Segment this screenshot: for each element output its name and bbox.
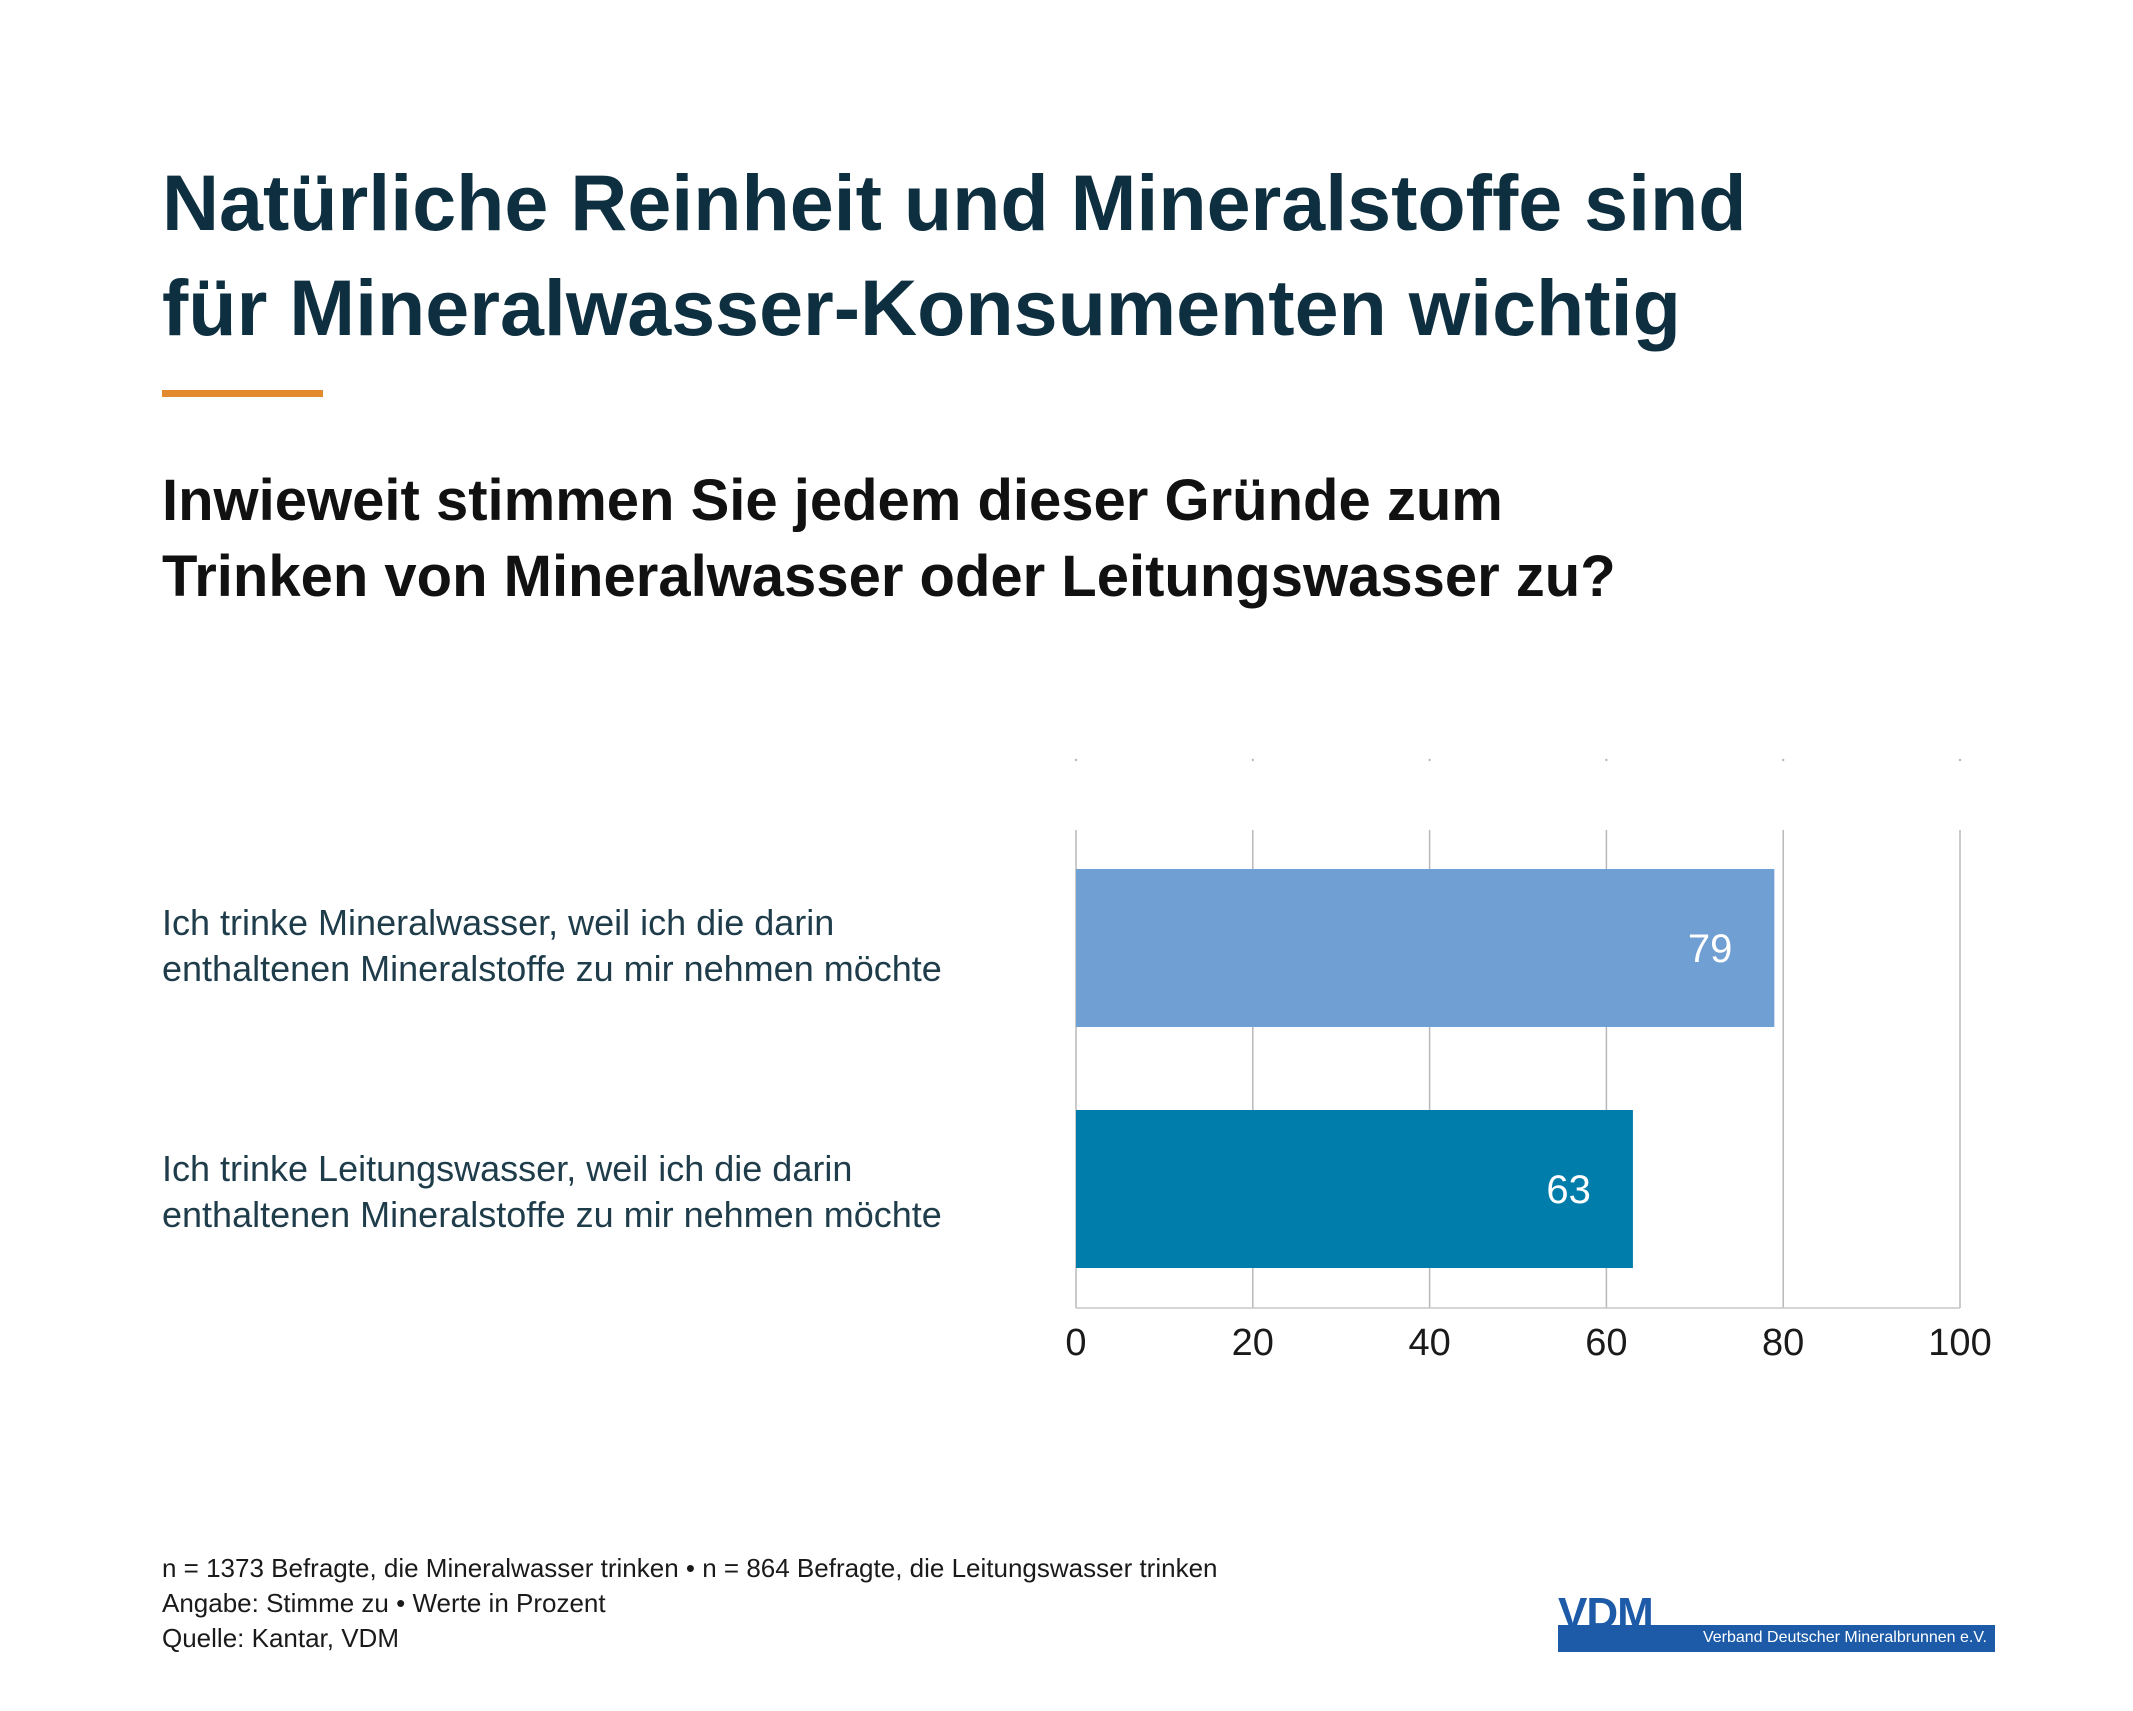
tick-dot <box>1428 758 1431 762</box>
footnote: n = 1373 Befragte, die Mineralwasser tri… <box>162 1551 1218 1656</box>
category-label-mineralwasser: Ich trinke Mineralwasser, weil ich die d… <box>162 900 1062 992</box>
chart-title-line-1: Natürliche Reinheit und Mineralstoffe si… <box>162 158 1747 247</box>
tick-dot <box>1958 758 1962 762</box>
logo-subtitle: Verband Deutscher Mineralbrunnen e.V. <box>1702 1629 1987 1646</box>
vdm-logo: Verband Deutscher Mineralbrunnen e.V. VD… <box>1558 1592 1995 1652</box>
tick-dot <box>1782 758 1785 762</box>
x-tick-label: 0 <box>1065 1322 1086 1364</box>
category-label-line: enthaltenen Mineralstoffe zu mir nehmen … <box>162 1194 942 1235</box>
x-tick-label: 60 <box>1585 1322 1627 1364</box>
footnote-measure: Angabe: Stimme zu • Werte in Prozent <box>162 1588 606 1618</box>
logo-band: Verband Deutscher Mineralbrunnen e.V. <box>1558 1625 1995 1652</box>
chart-title-line-2: für Mineralwasser-Konsumenten wichtig <box>162 263 1681 352</box>
tick-dot <box>1251 758 1255 762</box>
footnote-source: Quelle: Kantar, VDM <box>162 1623 399 1653</box>
x-tick-label: 80 <box>1762 1322 1804 1364</box>
bar <box>1076 869 1775 1027</box>
bar <box>1076 1110 1633 1268</box>
category-label-line: enthaltenen Mineralstoffe zu mir nehmen … <box>162 948 942 989</box>
category-label-leitungswasser: Ich trinke Leitungswasser, weil ich die … <box>162 1146 1062 1238</box>
survey-question: Inwieweit stimmen Sie jedem dieser Gründ… <box>162 463 2062 615</box>
logo-wordmark: VDM <box>1558 1589 1654 1638</box>
x-tick-label: 100 <box>1928 1322 1991 1364</box>
data-label: 63 <box>1546 1168 1591 1212</box>
tick-dot <box>1605 758 1608 762</box>
tick-dot <box>1074 758 1078 762</box>
survey-question-line-2: Trinken von Mineralwasser oder Leitungsw… <box>162 544 1616 609</box>
survey-question-line-1: Inwieweit stimmen Sie jedem dieser Gründ… <box>162 468 1503 533</box>
x-tick-label: 40 <box>1408 1322 1450 1364</box>
x-tick-label: 20 <box>1232 1322 1274 1364</box>
data-label: 79 <box>1688 927 1733 971</box>
chart-title: Natürliche Reinheit und Mineralstoffe si… <box>162 150 2062 360</box>
footnote-sample-size: n = 1373 Befragte, die Mineralwasser tri… <box>162 1553 1218 1583</box>
category-label-line: Ich trinke Leitungswasser, weil ich die … <box>162 1148 853 1189</box>
category-label-line: Ich trinke Mineralwasser, weil ich die d… <box>162 902 835 943</box>
accent-rule <box>162 390 323 397</box>
